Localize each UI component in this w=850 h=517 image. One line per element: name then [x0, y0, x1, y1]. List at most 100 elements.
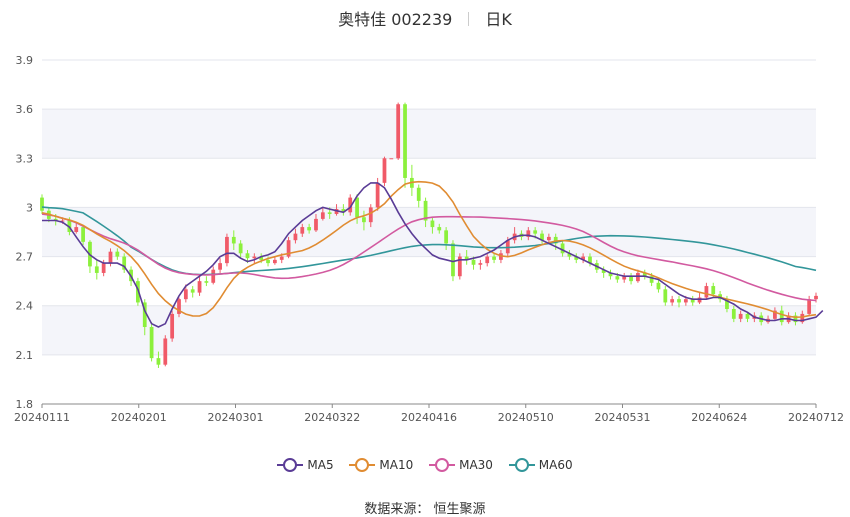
candle: [697, 292, 702, 305]
candle-body: [238, 243, 243, 254]
candle-body: [457, 256, 462, 277]
candle: [286, 236, 291, 259]
legend-ma10[interactable]: MA10: [349, 458, 413, 472]
grid-band: [42, 109, 816, 159]
x-tick-label: 20240111: [14, 411, 70, 424]
data-source: 数据来源： 恒生聚源: [364, 502, 486, 517]
ma30-marker: [429, 458, 456, 472]
candle: [423, 197, 428, 228]
legend-ma60[interactable]: MA60: [508, 458, 573, 472]
ma5-line: [42, 182, 824, 328]
x-tick-label: 20240322: [304, 411, 360, 424]
title-separator: [468, 12, 470, 26]
candle-body: [94, 266, 99, 273]
candle: [588, 253, 592, 267]
candle-body: [485, 256, 490, 264]
candle: [94, 259, 99, 280]
grid-band: [42, 207, 816, 257]
candle: [238, 240, 243, 259]
candle-body: [423, 200, 428, 221]
candle-body: [588, 256, 592, 264]
candle-body: [471, 259, 476, 265]
candle: [814, 292, 818, 303]
candle: [430, 217, 435, 234]
ma30-line: [41, 213, 817, 302]
candle: [478, 259, 483, 270]
candle-body: [300, 227, 305, 234]
candle-body: [430, 220, 435, 228]
candle: [320, 207, 325, 221]
candle-body: [553, 236, 558, 244]
legend-label: MA30: [459, 458, 493, 472]
candle: [581, 253, 585, 264]
legend-label: MA60: [538, 458, 573, 472]
candle-body: [327, 212, 332, 214]
candle: [629, 272, 633, 285]
candle: [437, 223, 442, 234]
candle: [745, 312, 750, 323]
candle: [231, 230, 236, 251]
legend-ma30[interactable]: MA30: [429, 458, 493, 472]
candle: [341, 204, 346, 216]
candle-body: [581, 256, 585, 260]
kline-chart: 3.93.63.332.72.42.11.8 20240111 20240201 2…: [14, 54, 844, 424]
candle-body: [40, 197, 44, 211]
candle-body: [546, 236, 551, 241]
x-tick-label: 20240624: [691, 411, 747, 424]
candle: [177, 297, 181, 318]
candle: [807, 295, 812, 316]
candle: [409, 164, 414, 196]
ma10-marker: [349, 458, 376, 472]
candle-body: [492, 256, 496, 260]
candle-body: [437, 227, 442, 231]
candle-body: [636, 272, 640, 282]
ma5-marker: [277, 458, 304, 472]
candle-body: [320, 212, 325, 219]
candle-body: [629, 276, 633, 282]
candle-body: [533, 230, 538, 234]
candle: [574, 253, 579, 264]
candle-body: [642, 272, 647, 277]
candle-body: [286, 240, 291, 257]
candle: [773, 307, 777, 321]
candle-body: [225, 236, 229, 264]
candle: [300, 223, 305, 237]
candle-body: [773, 310, 777, 319]
candle: [190, 286, 195, 298]
candle-body: [218, 263, 222, 270]
candle: [115, 248, 120, 260]
candle: [396, 102, 401, 160]
candle: [81, 225, 85, 246]
candle: [526, 227, 531, 241]
candle: [690, 295, 695, 306]
candle-body: [615, 276, 620, 280]
candle: [457, 253, 462, 280]
x-tick-label: 20240510: [498, 411, 554, 424]
ma60-marker: [508, 458, 535, 472]
candle-body: [81, 227, 85, 242]
grid-bands: [42, 109, 816, 355]
candle: [670, 295, 675, 306]
candle-body: [273, 259, 277, 264]
candle-body: [149, 327, 154, 359]
candle: [40, 194, 44, 214]
candle-body: [464, 256, 469, 260]
candle: [403, 102, 407, 188]
candle: [204, 276, 209, 287]
candle-body: [745, 313, 750, 319]
candle: [540, 230, 544, 244]
x-tick-label: 20240201: [111, 411, 167, 424]
candle-body: [807, 299, 812, 314]
candle: [656, 279, 661, 293]
candle: [779, 305, 784, 326]
candle-body: [122, 256, 127, 270]
candle-body: [101, 263, 106, 273]
candle-body: [368, 207, 373, 223]
candle: [252, 253, 257, 264]
candle-body: [60, 220, 65, 222]
legend-ma5[interactable]: MA5: [277, 458, 334, 472]
candle-body: [403, 104, 407, 178]
candle-body: [690, 299, 695, 303]
candle: [642, 269, 647, 280]
candle-body: [389, 158, 394, 160]
